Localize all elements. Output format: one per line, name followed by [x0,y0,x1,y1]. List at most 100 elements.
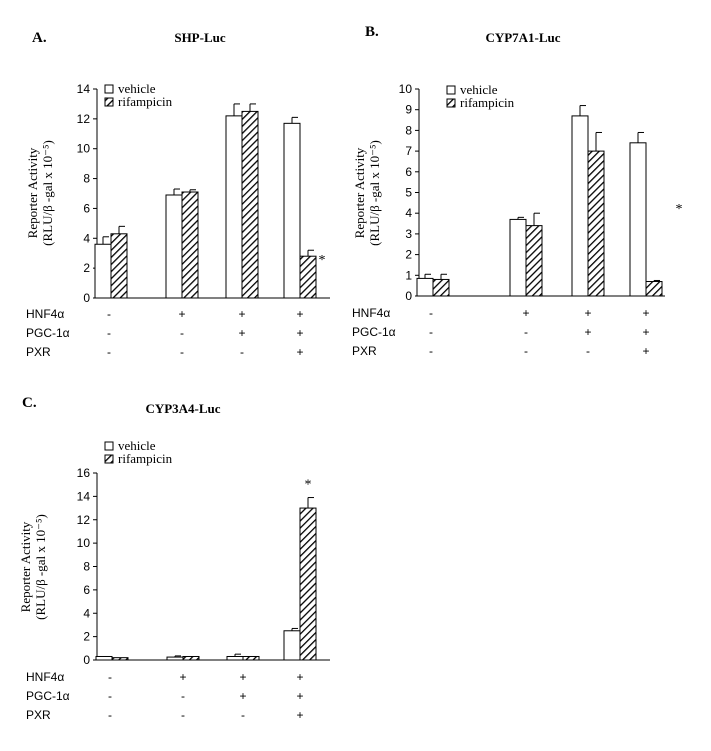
bar-vehicle-4 [283,122,301,299]
y-axis-label: Reporter Activity [352,147,367,238]
y-tick-label: 4 [405,206,412,220]
legend-label-vehicle: vehicle [118,438,156,453]
condition-sign: + [522,306,529,320]
bar-rifampicin-1 [111,657,129,661]
bar-rifampicin-3 [241,110,259,299]
bar-vehicle-2 [509,218,527,297]
y-tick-label: 5 [405,186,412,200]
chart-panel-cyp7a1-luc: B. CYP7A1-Luc Reporter Activity (RLU/β -gal… [352,24,683,358]
bar-vehicle-1 [416,277,434,297]
condition-sign: - [586,344,590,358]
y-tick-label: 0 [405,289,412,303]
condition-sign: - [429,306,433,320]
legend-swatch-vehicle [104,441,114,451]
legend-swatch-rifampicin [104,454,114,464]
bar-rifampicin-4 [645,281,663,297]
y-tick-label: 2 [83,261,90,275]
legend-label-vehicle: vehicle [118,81,156,96]
y-tick-label: 6 [83,583,90,597]
y-tick-label: 9 [405,103,412,117]
condition-sign: + [239,689,246,703]
condition-sign: - [240,345,244,359]
y-tick-label: 8 [83,172,90,186]
legend-swatch-vehicle [104,84,114,94]
bar-rifampicin-2 [525,225,543,297]
chart-panel-shp-luc: A. SHP-Luc Reporter Activity (RLU/β -gal x … [25,30,330,359]
y-tick-label: 8 [405,123,412,137]
bar-vehicle-3 [226,655,244,661]
chart-title: SHP-Luc [174,30,226,45]
condition-sign: - [241,708,245,722]
y-tick-label: 2 [83,630,90,644]
condition-sign: + [179,670,186,684]
y-tick-label: 0 [83,291,90,305]
significance-star: * [319,253,326,268]
condition-sign: + [584,306,591,320]
y-tick-label: 4 [83,231,90,245]
condition-sign: + [584,325,591,339]
chart-panel-cyp3a4-luc: C. CYP3A4-Luc Reporter Activity (RLU/β -gal… [18,395,330,722]
legend-label-vehicle: vehicle [460,82,498,97]
y-tick-label: 2 [405,248,412,262]
y-tick-label: 10 [77,142,91,156]
significance-star: * [305,478,312,493]
condition-sign: + [239,670,246,684]
panel-label: C. [22,395,37,411]
legend-swatch-vehicle [446,85,456,95]
bar-rifampicin-1 [110,233,128,299]
bar-vehicle-3 [225,115,243,299]
bar-vehicle-3 [571,115,589,297]
condition-sign: + [296,708,303,722]
y-tick-label: 12 [77,513,91,527]
condition-label-3: PXR [26,345,51,359]
y-axis-label-units: (RLU/β -gal x 10⁻⁵) [33,514,48,620]
panel-label: B. [365,24,379,40]
legend-label-rifampicin: rifampicin [118,451,173,466]
condition-label-3: PXR [26,708,51,722]
chart-title: CYP7A1-Luc [485,30,560,45]
chart-title: CYP3A4-Luc [145,401,220,416]
y-axis-label: Reporter Activity [18,521,33,612]
bar-vehicle-2 [166,656,184,661]
legend-swatch-rifampicin [446,98,456,108]
condition-sign: - [108,708,112,722]
condition-sign: + [296,326,303,340]
bar-rifampicin-4 [299,507,317,661]
bar-rifampicin-2 [181,191,199,299]
condition-sign: - [108,670,112,684]
condition-sign: + [642,306,649,320]
condition-label-2: PGC-1α [26,326,70,340]
significance-star: * [676,202,683,217]
bar-vehicle-1 [95,655,113,661]
y-tick-label: 0 [83,653,90,667]
y-axis-label-units: (RLU/β -gal x 10⁻⁵) [367,140,382,246]
condition-sign: + [296,345,303,359]
y-tick-label: 14 [77,82,91,96]
condition-label-1: HNF4α [26,670,64,684]
bar-rifampicin-1 [432,278,450,297]
condition-sign: + [238,326,245,340]
condition-label-2: PGC-1α [26,689,70,703]
condition-label-1: HNF4α [352,306,390,320]
bar-vehicle-2 [165,194,183,299]
condition-sign: - [108,689,112,703]
y-tick-label: 14 [77,489,91,503]
bar-vehicle-1 [94,243,112,299]
y-tick-label: 16 [77,466,91,480]
condition-sign: + [238,307,245,321]
y-tick-label: 4 [83,606,90,620]
legend-label-rifampicin: rifampicin [118,94,173,109]
condition-sign: + [178,307,185,321]
condition-sign: - [181,689,185,703]
y-axis-label: Reporter Activity [25,147,40,238]
condition-sign: - [429,325,433,339]
condition-label-1: HNF4α [26,307,64,321]
condition-sign: + [296,307,303,321]
condition-sign: - [524,344,528,358]
y-tick-label: 6 [405,165,412,179]
bar-rifampicin-2 [182,655,200,661]
condition-sign: + [296,689,303,703]
bar-vehicle-4 [629,142,647,297]
y-tick-label: 3 [405,227,412,241]
